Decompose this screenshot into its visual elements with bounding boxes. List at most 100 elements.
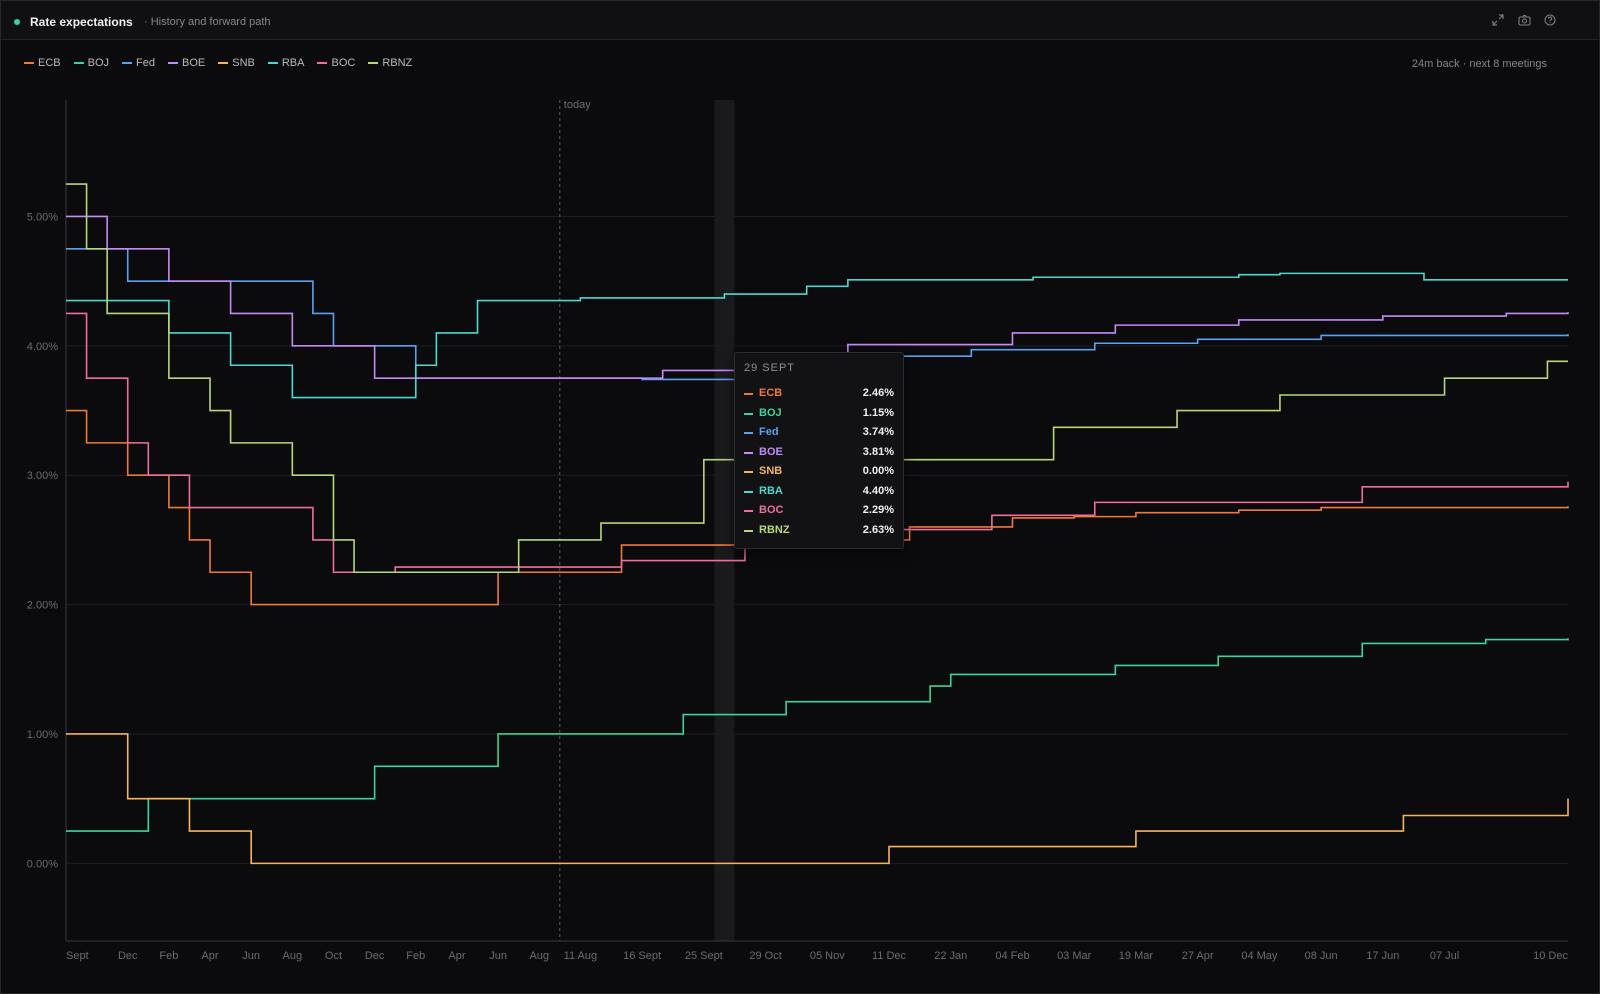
- legend-swatch: [368, 62, 379, 64]
- x-tick-label: Aug: [283, 950, 303, 962]
- x-tick-label: 27 Apr: [1182, 950, 1214, 962]
- x-tick-label: 22 Jan: [934, 950, 967, 962]
- y-tick-label: 4.00%: [27, 341, 58, 353]
- series-line-boj[interactable]: [66, 638, 1569, 832]
- legend-label: BOC: [331, 57, 356, 69]
- camera-icon[interactable]: [1517, 14, 1531, 28]
- tooltip-swatch: [744, 490, 753, 493]
- x-tick-label: Feb: [406, 950, 425, 962]
- series-line-rba[interactable]: [66, 272, 1568, 399]
- legend-swatch: [267, 62, 278, 64]
- legend-label: RBNZ: [382, 57, 413, 69]
- x-tick-label: Jun: [242, 950, 260, 962]
- legend-item-fed[interactable]: Fed: [122, 57, 155, 69]
- series-line-ecb[interactable]: [66, 409, 1569, 606]
- tooltip-series-value: 3.74%: [862, 426, 894, 438]
- legend-label: SNB: [232, 57, 255, 69]
- x-tick-label: 05 Nov: [810, 950, 845, 962]
- tooltip-row-snb: SNB 0.00%: [744, 463, 894, 482]
- legend-swatch: [122, 62, 133, 64]
- x-tick-label: 07 Jul: [1430, 950, 1459, 962]
- tooltip-series-value: 4.40%: [862, 484, 894, 497]
- range-note: 24m back · next 8 meetings: [1411, 58, 1547, 70]
- tooltip-series-value: 2.46%: [862, 387, 894, 399]
- x-tick-label: 11 Dec: [872, 950, 907, 962]
- expand-icon[interactable]: [1491, 14, 1505, 28]
- legend-item-rba[interactable]: RBA: [267, 57, 305, 69]
- legend-item-rbnz[interactable]: RBNZ: [368, 57, 412, 69]
- tooltip-series-name: Fed: [759, 426, 779, 438]
- hover-tooltip: 29 SEPT ECB 2.46% BOJ 1.15% Fed 3.74% BOE 3.81%…: [734, 352, 904, 549]
- tooltip-series-value: 1.15%: [862, 406, 894, 419]
- tooltip-series-value: 2.63%: [862, 523, 894, 536]
- legend-item-boe[interactable]: BOE: [168, 57, 205, 69]
- x-tick-label: 11 Aug: [564, 950, 597, 962]
- y-tick-label: 5.00%: [27, 211, 58, 223]
- y-tick-label: 1.00%: [27, 729, 58, 741]
- legend-swatch: [168, 62, 178, 64]
- tooltip-series-name: BOJ: [759, 406, 782, 419]
- live-status-dot: [14, 19, 20, 25]
- tooltip-series-value: 2.29%: [862, 504, 894, 516]
- today-label: today: [564, 99, 591, 111]
- help-icon[interactable]: [1543, 14, 1557, 28]
- tooltip-swatch: [744, 393, 753, 395]
- tooltip-row-ecb: ECB 2.46%: [744, 385, 894, 404]
- x-tick-label: 25 Sept: [685, 950, 723, 962]
- x-tick-label: 08 Jun: [1305, 950, 1338, 962]
- legend-item-boj[interactable]: BOJ: [73, 57, 109, 69]
- hover-band: [714, 100, 735, 941]
- x-tick-label: Apr: [448, 950, 465, 962]
- y-tick-label: 0.00%: [27, 858, 58, 870]
- tooltip-series-name: RBA: [759, 484, 783, 497]
- tooltip-row-boj: BOJ 1.15%: [744, 405, 894, 424]
- legend-swatch: [317, 62, 328, 64]
- tooltip-series-value: 0.00%: [862, 465, 894, 477]
- legend-item-boc[interactable]: BOC: [317, 57, 355, 69]
- x-tick-label: 04 May: [1241, 950, 1278, 962]
- tooltip-swatch: [744, 451, 753, 454]
- legend-label: RBA: [281, 57, 305, 69]
- x-tick-label: Aug: [529, 950, 549, 962]
- series-lines: [66, 183, 1569, 865]
- x-tick-label: 29 Oct: [749, 950, 781, 962]
- legend-swatch: [24, 62, 34, 64]
- legend-swatch: [218, 62, 229, 64]
- tooltip-date: 29 SEPT: [744, 362, 796, 374]
- x-tick-label: Dec: [118, 950, 138, 962]
- tooltip-row-rba: RBA 4.40%: [744, 483, 894, 502]
- panel-title: Rate expectations: [30, 15, 133, 29]
- legend-item-snb[interactable]: SNB: [218, 57, 255, 69]
- x-tick-label: 17 Jun: [1366, 950, 1399, 962]
- tooltip-swatch: [744, 432, 753, 434]
- panel-subtitle: · History and forward path: [144, 16, 271, 28]
- series-line-boc[interactable]: [66, 312, 1569, 574]
- tooltip-series-name: BOC: [759, 504, 784, 516]
- x-tick-label: 04 Feb: [995, 950, 1029, 962]
- x-tick-label: Sept: [66, 950, 89, 962]
- x-tick-label: Apr: [201, 950, 218, 962]
- x-tick-label: 16 Sept: [623, 950, 661, 962]
- x-tick-label: 19 Mar: [1119, 950, 1154, 962]
- tooltip-series-name: SNB: [759, 465, 783, 477]
- tooltip-series-name: BOE: [759, 445, 783, 458]
- series-line-snb[interactable]: [66, 733, 1569, 865]
- tooltip-row-rbnz: RBNZ 2.63%: [744, 522, 894, 541]
- legend-label: BOE: [182, 57, 206, 69]
- x-tick-label: Oct: [325, 950, 342, 962]
- x-tick-label: 10 Dec: [1533, 950, 1568, 962]
- x-tick-label: Jun: [489, 950, 507, 962]
- x-tick-label: Feb: [159, 950, 178, 962]
- legend-label: Fed: [136, 57, 155, 69]
- tooltip-row-boc: BOC 2.29%: [744, 502, 894, 521]
- chart-legend: ECB BOJ Fed BOE SNB RBA BOC RBNZ: [24, 57, 425, 69]
- tooltip-row-fed: Fed 3.74%: [744, 424, 894, 443]
- y-tick-label: 3.00%: [27, 470, 58, 482]
- legend-item-ecb[interactable]: ECB: [24, 57, 61, 69]
- legend-swatch: [73, 62, 84, 64]
- axes: Sept Dec Feb Apr Jun Aug Oct Dec Feb Apr Jun Aug 11 …: [65, 100, 1568, 962]
- series-line-rbnz[interactable]: [66, 183, 1568, 574]
- tooltip-swatch: [744, 529, 753, 532]
- tooltip-row-boe: BOE 3.81%: [744, 444, 894, 463]
